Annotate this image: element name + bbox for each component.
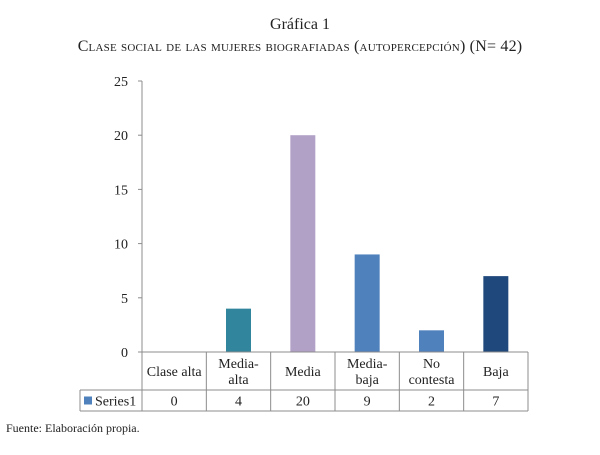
y-tick-label: 5 [121,292,128,307]
data-value-label: 4 [235,395,242,410]
data-value-label: 9 [364,395,371,410]
bar [226,308,251,352]
legend-label: Series1 [95,395,136,410]
x-category-label: Baja [483,365,509,380]
legend-key [84,396,92,405]
data-value-label: 2 [428,395,435,410]
x-category-label: contesta [409,373,456,388]
source-note: Fuente: Elaboración propia. [6,421,140,435]
data-value-label: 0 [171,395,178,410]
y-tick-label: 25 [114,75,128,90]
x-category-label: Media- [347,357,388,372]
bar [419,330,444,352]
data-value-label: 7 [492,395,499,410]
x-category-label: Media- [218,357,259,372]
bar [483,276,509,352]
bar [354,254,380,352]
x-category-label: baja [356,373,380,388]
y-tick-label: 10 [114,238,128,253]
x-category-label: alta [228,373,249,388]
y-tick-label: 20 [114,129,128,144]
x-category-label: Media [285,365,322,380]
chart-title: Clase social de las mujeres biografiadas… [77,38,523,55]
y-tick-label: 0 [121,346,128,361]
x-category-label: Clase alta [147,365,203,380]
chart-title-number: Gráfica 1 [270,16,330,33]
y-tick-label: 15 [114,183,128,198]
bar [290,135,316,352]
data-value-label: 20 [296,395,310,410]
x-category-label: No [423,357,440,372]
